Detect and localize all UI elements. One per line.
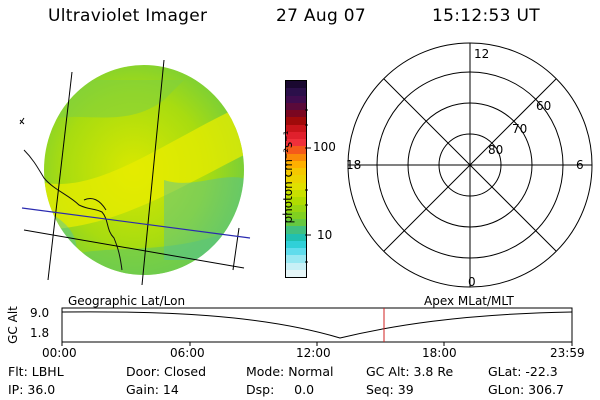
polar-label-6: 6 xyxy=(576,158,584,172)
colorbar-swatch xyxy=(286,117,306,125)
track-xtick-0600: 06:00 xyxy=(170,346,205,360)
colorbar-swatch xyxy=(286,168,306,176)
auroral-image xyxy=(19,60,251,286)
info-seq: Seq: 39 xyxy=(366,382,414,397)
polar-label-70: 70 xyxy=(512,122,527,136)
info-door: Door: Closed xyxy=(126,364,207,379)
apex-label: Apex MLat/MLT xyxy=(424,294,514,308)
coastline xyxy=(23,149,123,271)
colorbar-swatch xyxy=(286,233,306,241)
colorbar-swatch xyxy=(286,175,306,183)
colorbar-swatch xyxy=(286,262,306,270)
colorbar-swatch xyxy=(286,153,306,161)
track-xtick-0000: 00:00 xyxy=(42,346,77,360)
track-xtick-1800: 18:00 xyxy=(422,346,457,360)
info-filter: Flt: LBHL xyxy=(8,364,64,379)
parallel-line xyxy=(23,229,245,269)
polar-label-0: 0 xyxy=(468,275,476,289)
meridian-line xyxy=(141,60,165,286)
info-dsp: Dsp: 0.0 xyxy=(246,382,315,397)
polar-label-80: 80 xyxy=(488,143,503,157)
colorbar-label: photon cm⁻²s⁻¹ xyxy=(281,130,295,224)
info-glon: GLon: 306.7 xyxy=(488,382,564,397)
colorbar-swatch xyxy=(286,219,306,227)
colorbar-swatch xyxy=(286,139,306,147)
colorbar-swatch xyxy=(286,248,306,256)
instrument-title: Ultraviolet Imager xyxy=(48,6,208,26)
colorbar-swatch xyxy=(286,255,306,263)
track-ytick-9: 9.0 xyxy=(30,306,50,320)
meridian-line xyxy=(232,227,240,271)
colorbar-tick-100: 100 xyxy=(313,140,336,154)
date-label: 27 Aug 07 xyxy=(276,6,366,26)
colorbar-swatch xyxy=(286,240,306,249)
colorbar-swatch xyxy=(286,95,306,103)
polar-dial: 12 60 70 80 18 6 0 xyxy=(346,42,593,289)
colorbar-swatch xyxy=(286,226,306,234)
colorbar-tick-10: 10 xyxy=(317,228,333,242)
colorbar-swatch xyxy=(286,131,306,140)
colorbar-swatch xyxy=(286,189,306,198)
track-ytick-1.8: 1.8 xyxy=(30,326,50,340)
color-bar xyxy=(285,80,307,278)
colorbar-swatch xyxy=(286,81,306,89)
orbit-track-plot xyxy=(61,307,573,346)
colorbar-swatch xyxy=(286,88,306,96)
colorbar-swatch xyxy=(286,204,306,212)
colorbar-swatch xyxy=(286,110,306,118)
time-label: 15:12:53 UT xyxy=(432,6,540,26)
colorbar-swatch xyxy=(286,124,306,132)
track-xtick-1200: 12:00 xyxy=(296,346,331,360)
track-axis-label: GC Alt xyxy=(5,306,20,344)
info-gain: Gain: 14 xyxy=(126,382,179,397)
colorbar-swatch xyxy=(286,102,306,111)
colorbar-swatch xyxy=(286,160,306,169)
altitude-curve xyxy=(61,311,573,339)
meridian-line xyxy=(47,71,73,281)
info-glat: GLat: -22.3 xyxy=(488,364,558,379)
polar-label-18: 18 xyxy=(346,158,361,172)
colorbar-swatch xyxy=(286,146,306,154)
equator-line xyxy=(21,207,251,239)
polar-label-12: 12 xyxy=(474,47,489,61)
colorbar-swatch xyxy=(286,269,306,277)
info-ip: IP: 36.0 xyxy=(8,382,56,397)
color-bar-ticks xyxy=(305,109,311,263)
polar-label-60: 60 xyxy=(536,99,551,113)
colorbar-swatch xyxy=(286,182,306,190)
geo-label: Geographic Lat/Lon xyxy=(68,294,186,308)
colorbar-swatch xyxy=(286,197,306,205)
info-gc-alt: GC Alt: 3.8 Re xyxy=(366,364,454,379)
info-mode: Mode: Normal xyxy=(246,364,334,379)
polar-diagonal xyxy=(383,78,557,252)
track-xtick-2359: 23:59 xyxy=(550,346,585,360)
orientation-mark xyxy=(19,117,25,125)
colorbar-swatch xyxy=(286,211,306,220)
